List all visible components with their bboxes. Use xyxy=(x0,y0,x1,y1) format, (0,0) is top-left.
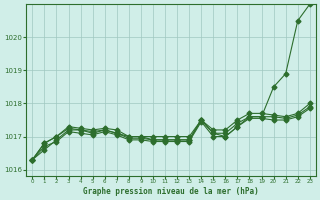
X-axis label: Graphe pression niveau de la mer (hPa): Graphe pression niveau de la mer (hPa) xyxy=(83,187,259,196)
